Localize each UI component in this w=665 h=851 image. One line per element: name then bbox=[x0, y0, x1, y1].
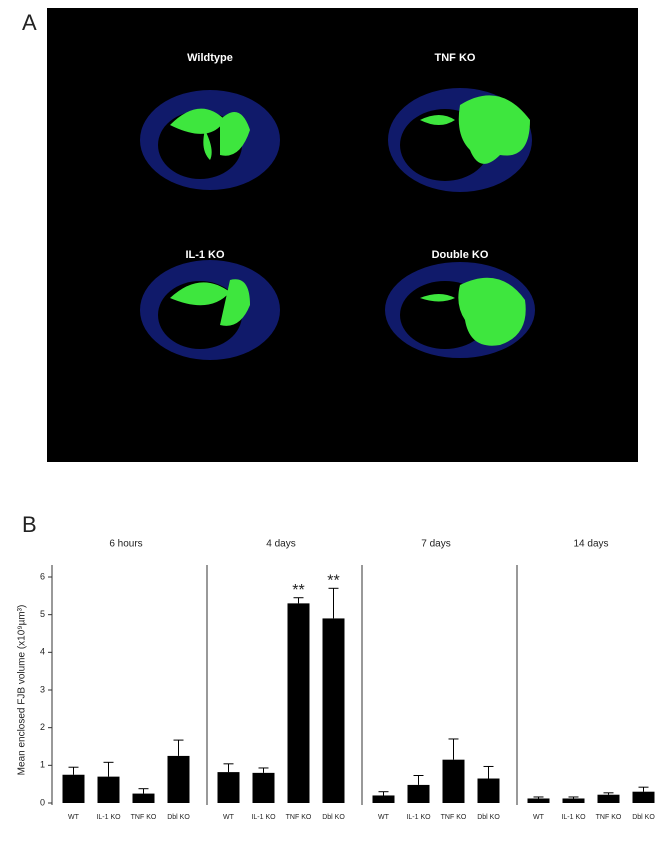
bar bbox=[527, 798, 550, 803]
y-tick-label: 1 bbox=[40, 760, 45, 770]
x-tick-label: IL-1 KO bbox=[251, 814, 276, 821]
image-label: IL-1 KO bbox=[185, 249, 225, 261]
annotation: ** bbox=[327, 573, 339, 590]
x-tick-label: IL-1 KO bbox=[561, 814, 586, 821]
y-tick-label: 3 bbox=[40, 684, 45, 694]
bar bbox=[167, 755, 190, 803]
x-tick-label: WT bbox=[68, 814, 80, 821]
x-tick-label: WT bbox=[378, 814, 390, 821]
brain bbox=[140, 90, 280, 190]
bar bbox=[442, 759, 465, 803]
bar bbox=[562, 798, 585, 803]
x-tick-label: IL-1 KO bbox=[406, 814, 431, 821]
bar bbox=[97, 776, 120, 803]
chart-title: 7 days bbox=[421, 539, 450, 550]
bar bbox=[322, 618, 345, 803]
panel-label: B bbox=[22, 512, 37, 537]
x-tick-label: Dbl KO bbox=[322, 814, 345, 821]
x-tick-label: WT bbox=[533, 814, 545, 821]
image-label: TNF KO bbox=[435, 52, 476, 64]
bar bbox=[287, 603, 310, 803]
image-panel bbox=[47, 8, 638, 462]
y-tick-label: 5 bbox=[40, 609, 45, 619]
bar bbox=[597, 794, 620, 803]
x-tick-label: WT bbox=[223, 814, 235, 821]
bar bbox=[132, 793, 155, 803]
image-label: Double KO bbox=[432, 249, 489, 261]
brain bbox=[385, 262, 535, 358]
x-tick-label: TNF KO bbox=[596, 814, 622, 821]
bar bbox=[477, 778, 500, 803]
y-tick-label: 0 bbox=[40, 797, 45, 807]
chart-title: 14 days bbox=[573, 539, 608, 550]
x-tick-label: TNF KO bbox=[286, 814, 312, 821]
y-axis-label: Mean enclosed FJB volume (x10⁹µm³) bbox=[17, 605, 28, 776]
brain bbox=[388, 88, 532, 192]
chart-title: 6 hours bbox=[109, 539, 142, 550]
bar bbox=[632, 791, 655, 803]
x-tick-label: Dbl KO bbox=[477, 814, 500, 821]
chart-title: 4 days bbox=[266, 539, 295, 550]
x-tick-label: IL-1 KO bbox=[96, 814, 121, 821]
bar bbox=[407, 784, 430, 803]
bar bbox=[372, 795, 395, 803]
bar bbox=[217, 772, 240, 803]
x-tick-label: TNF KO bbox=[131, 814, 157, 821]
annotation: ** bbox=[292, 582, 304, 599]
bar bbox=[252, 772, 275, 803]
y-tick-label: 4 bbox=[40, 647, 45, 657]
image-label: Wildtype bbox=[187, 52, 233, 64]
x-tick-label: TNF KO bbox=[441, 814, 467, 821]
brain-images bbox=[140, 88, 535, 360]
y-tick-label: 2 bbox=[40, 722, 45, 732]
panel-label: A bbox=[22, 10, 37, 35]
bar bbox=[62, 774, 85, 803]
brain bbox=[140, 260, 280, 360]
y-tick-label: 6 bbox=[40, 571, 45, 581]
x-tick-label: Dbl KO bbox=[167, 814, 190, 821]
x-tick-label: Dbl KO bbox=[632, 814, 655, 821]
